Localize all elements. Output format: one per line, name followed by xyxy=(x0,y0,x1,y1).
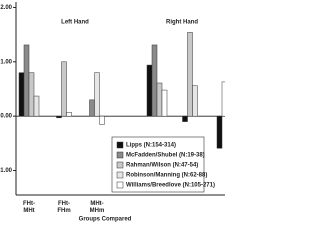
legend-label: Lipps (N:154-314) xyxy=(126,143,176,149)
x-tick-label: MHt-MHm xyxy=(90,201,105,214)
x-tick-label: FHt-MHt xyxy=(23,201,35,214)
bar xyxy=(89,99,95,117)
bar xyxy=(23,44,30,117)
legend-label: Williams/Breedlove (N:105-271) xyxy=(126,183,215,189)
y-tick-label: 2.00 xyxy=(0,5,12,11)
bar xyxy=(187,32,193,117)
x-tick-label-part: MHt xyxy=(23,208,34,214)
x-tick-label: FHt-FHm xyxy=(57,201,70,214)
bar xyxy=(146,64,153,117)
bar xyxy=(192,85,198,117)
chart: Left Hand Right Hand Groups Compared -1.… xyxy=(0,2,225,223)
bar xyxy=(151,44,158,117)
legend-label: Robinson/Manning (N:62-88) xyxy=(126,173,207,179)
bar xyxy=(182,115,188,122)
bar xyxy=(99,115,105,125)
bar xyxy=(28,72,35,117)
x-tick-label-part: FHm xyxy=(57,208,70,214)
bar xyxy=(161,89,168,117)
bar xyxy=(66,112,72,117)
bar xyxy=(18,72,25,117)
page: {"chart_data":{"type":"bar","panels":["L… xyxy=(0,2,225,223)
bar xyxy=(61,61,67,117)
legend-swatch xyxy=(116,161,124,169)
y-tick-label: 1.00 xyxy=(0,59,12,65)
bar xyxy=(56,115,62,119)
legend-box xyxy=(111,136,205,193)
legend-swatch xyxy=(116,181,124,189)
bar xyxy=(216,115,223,149)
panel-title: Left Hand xyxy=(61,20,89,26)
x-tick-label-part: MHt- xyxy=(90,201,103,207)
x-tick-label-part: FHt- xyxy=(23,201,35,207)
x-axis-title: Groups Compared xyxy=(79,217,132,223)
x-tick-label-part: FHt- xyxy=(58,201,70,207)
y-tick-label: 0.00 xyxy=(0,114,12,120)
bar xyxy=(221,81,225,117)
legend-swatch xyxy=(116,171,124,179)
legend-label: McFadden/Shubel (N:19-38) xyxy=(126,153,205,159)
bar xyxy=(156,82,163,117)
panel-title: Right Hand xyxy=(166,20,198,26)
legend-swatch xyxy=(116,151,124,159)
legend-swatch xyxy=(116,141,124,149)
legend-label: Rahman/Wilson (N:47-54) xyxy=(126,163,198,169)
y-tick-label: -1.00 xyxy=(0,168,13,174)
x-tick-label-part: MHm xyxy=(90,208,105,214)
bar xyxy=(33,95,40,117)
bar xyxy=(94,72,100,117)
